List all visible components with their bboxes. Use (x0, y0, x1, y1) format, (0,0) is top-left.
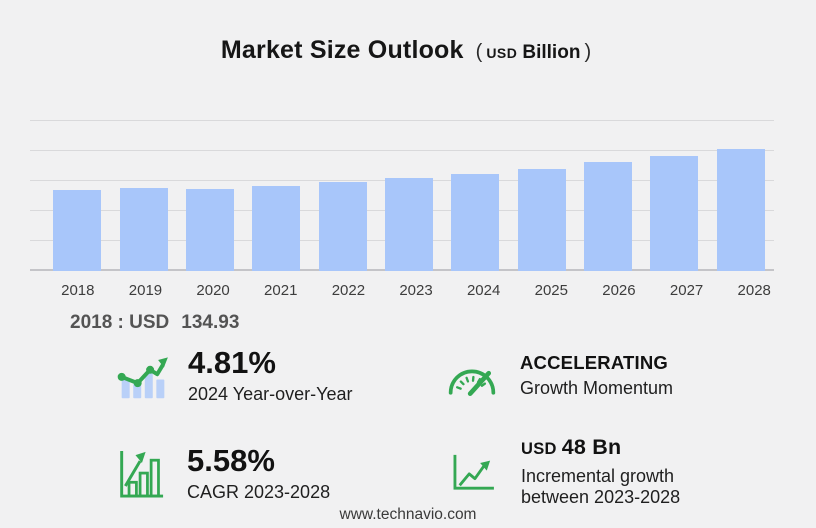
bar-2020 (185, 188, 234, 271)
x-axis-label-2021: 2021 (264, 282, 298, 299)
bar-2019 (119, 187, 168, 271)
stat-momentum-label: Growth Momentum (520, 378, 674, 398)
stat-incremental-text: USD 48 Bn Incremental growth between 2023… (521, 436, 680, 508)
stat-cagr: 5.58% CAGR 2023-2028 (118, 444, 330, 503)
x-axis-label-2023: 2023 (399, 282, 433, 299)
bar-column-2025 (509, 169, 575, 271)
gridline-250 (30, 120, 774, 121)
unit-word: Billion (522, 42, 581, 63)
bar-2024 (451, 173, 500, 271)
x-axis-label-2024: 2024 (466, 282, 501, 299)
framed-bar-growth-icon (118, 449, 164, 499)
bar-2022 (318, 182, 367, 271)
bar-column-2028 (708, 149, 774, 271)
bar-2028 (716, 149, 765, 271)
x-axis-label-2025: 2025 (534, 282, 568, 299)
page-title-text: Market Size Outlook (220, 36, 464, 64)
bar-chart-trend-icon (116, 352, 170, 400)
stat-incremental-currency: USD (521, 440, 557, 458)
bar-2018 (53, 190, 102, 271)
stat-yoy: 4.81% 2024 Year-over-Year (116, 346, 352, 405)
stat-momentum: ACCELERATING Growth Momentum (446, 352, 673, 399)
footer-url: www.technavio.com (339, 506, 477, 523)
x-axis-label-2020: 2020 (196, 282, 230, 299)
x-axis-label-2019: 2019 (128, 282, 163, 299)
unit-currency: USD (486, 45, 518, 61)
bar-column-2019 (110, 187, 176, 271)
x-axis-label-2018: 2018 (61, 282, 95, 299)
x-axis-labels: 2018 2019 2020 2021 2022 2023 2024 2025 2026 2027… (30, 282, 788, 299)
bars (30, 110, 774, 271)
stat-yoy-text: 4.81% 2024 Year-over-Year (188, 346, 352, 405)
bar-2026 (584, 162, 633, 271)
bar-chart (30, 110, 774, 271)
stat-incremental-label-line1: Incremental growth (521, 466, 675, 486)
bar-column-2024 (442, 173, 508, 271)
stat-cagr-label: CAGR 2023-2028 (187, 482, 331, 502)
x-axis-label-2026: 2026 (602, 282, 636, 299)
base-year-value: 134.93 (181, 312, 240, 333)
bar-column-2023 (376, 178, 442, 271)
stat-momentum-text: ACCELERATING Growth Momentum (520, 352, 673, 399)
unit-open-paren: ( (475, 41, 483, 63)
stat-yoy-value: 4.81% (188, 345, 276, 380)
stat-incremental-value: USD 48 Bn (521, 436, 680, 460)
stat-cagr-value: 5.58% (187, 443, 275, 478)
unit-close-paren: ) (584, 41, 592, 63)
bar-column-2021 (243, 185, 309, 271)
bar-column-2020 (177, 188, 243, 271)
stat-cagr-text: 5.58% CAGR 2023-2028 (187, 444, 330, 503)
page-title: Market Size Outlook (USD Billion) (0, 36, 816, 65)
gridline-200 (30, 150, 774, 151)
bar-2023 (384, 178, 433, 271)
stat-momentum-value: ACCELERATING (520, 352, 668, 373)
stat-yoy-label: 2024 Year-over-Year (188, 384, 353, 404)
x-axis-label-2022: 2022 (331, 282, 366, 299)
bar-column-2022 (309, 182, 375, 271)
bar-column-2027 (641, 156, 707, 271)
x-axis-label-2028: 2028 (737, 282, 771, 299)
bar-2025 (517, 169, 566, 271)
bar-2021 (252, 185, 301, 271)
axes-trend-arrow-icon (450, 453, 496, 491)
bar-column-2018 (44, 190, 110, 271)
x-axis-label-2027: 2027 (669, 282, 704, 299)
stat-incremental-amount: 48 Bn (561, 435, 622, 459)
gauge-icon (446, 355, 498, 397)
base-year-label: 2018 : USD (70, 312, 170, 333)
stat-incremental-label-line2: between 2023-2028 (521, 487, 681, 507)
bar-2027 (650, 156, 699, 271)
stat-incremental: USD 48 Bn Incremental growth between 2023… (450, 436, 680, 508)
base-year-annotation: 2018 : USD 134.93 (70, 312, 239, 334)
bar-column-2026 (575, 162, 641, 271)
